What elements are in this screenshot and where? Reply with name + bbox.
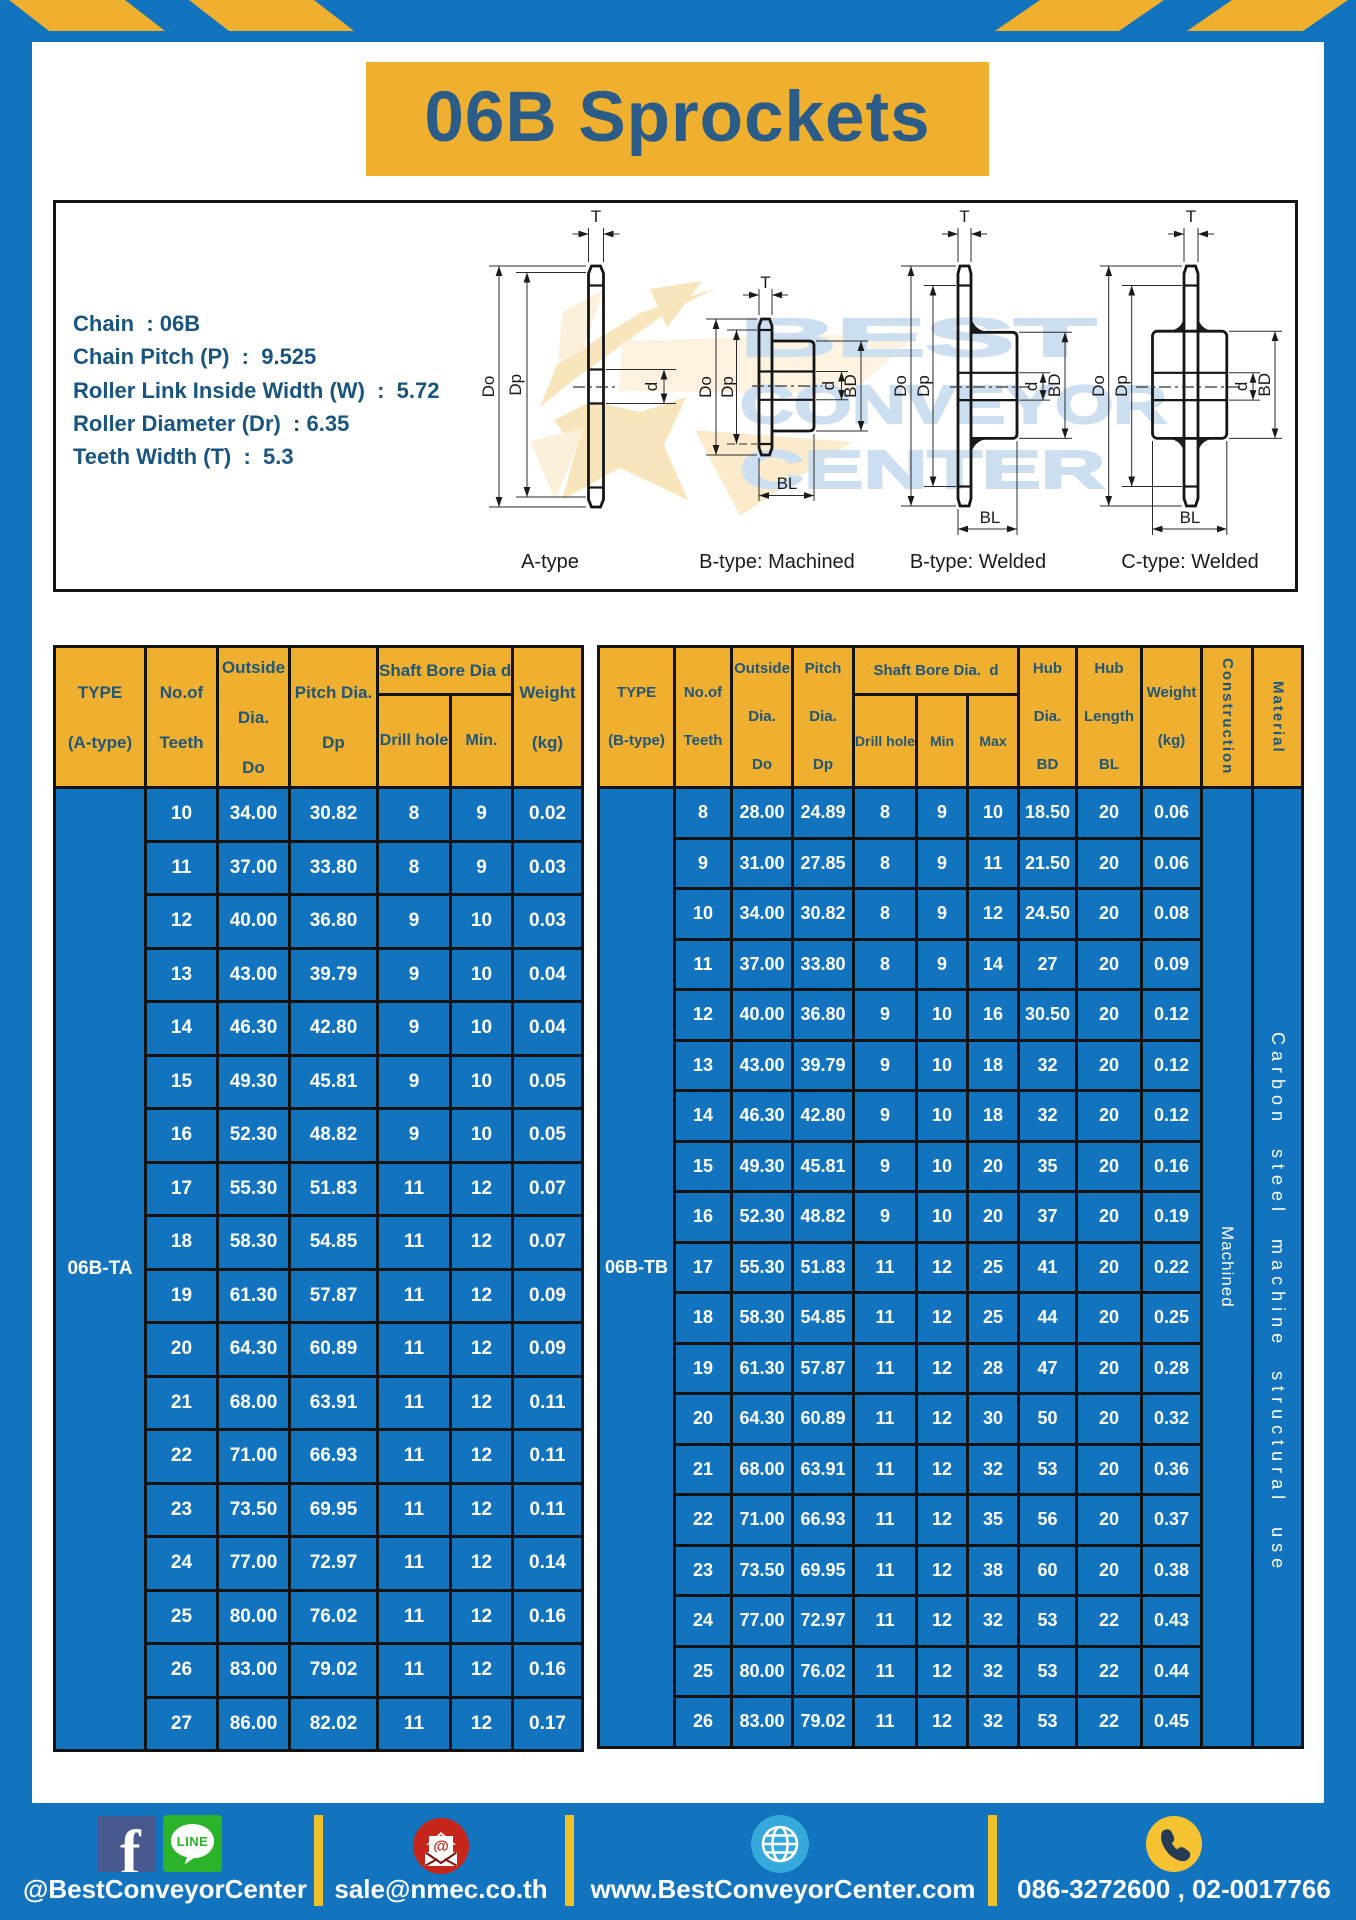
svg-text:Do: Do [891,375,910,397]
svg-text:LINE: LINE [177,1834,209,1849]
svg-text:Roller Diameter (Dr) : 6.35: Roller Diameter (Dr) : 6.35 [73,411,349,436]
svg-text:Chain : 06B: Chain : 06B [73,311,200,336]
svg-text:T: T [959,207,969,226]
svg-text:@: @ [433,1839,449,1856]
svg-text:B-type: Welded: B-type: Welded [910,551,1046,573]
svg-text:T: T [760,273,770,292]
svg-text:CONVEYOR: CONVEYOR [740,375,1167,435]
svg-text:Do: Do [696,376,715,398]
svg-text:Do: Do [1089,375,1108,397]
svg-text:BL: BL [1180,508,1201,527]
svg-text:d: d [1022,382,1041,391]
svg-text:BD: BD [1255,373,1274,397]
svg-text:Teeth Width (T) : 5.3: Teeth Width (T) : 5.3 [73,444,294,469]
svg-text:Dp: Dp [506,374,525,396]
svg-text:BD: BD [841,374,860,398]
svg-text:d: d [819,381,838,390]
svg-text:C-type: Welded: C-type: Welded [1121,551,1258,573]
svg-text:BL: BL [980,508,1001,527]
svg-text:T: T [1186,207,1196,226]
svg-text:T: T [591,207,601,226]
svg-text:Dp: Dp [1112,375,1131,397]
svg-text:A-type: A-type [521,551,579,573]
svg-text:Dp: Dp [718,376,737,398]
svg-text:B-type: Machined: B-type: Machined [699,551,855,573]
svg-text:BL: BL [777,474,798,493]
svg-text:BEST: BEST [740,308,1096,368]
svg-text:Do: Do [479,376,498,398]
svg-text:Chain Pitch (P) : 9.525: Chain Pitch (P) : 9.525 [73,344,316,369]
svg-text:d: d [1232,382,1251,391]
svg-text:d: d [642,382,661,391]
svg-text:CENTER: CENTER [740,440,1105,500]
svg-text:Dp: Dp [914,375,933,397]
svg-text:BD: BD [1045,374,1064,398]
svg-text:Roller Link Inside Width (W): Roller Link Inside Width (W) : 5.72 [73,378,440,403]
